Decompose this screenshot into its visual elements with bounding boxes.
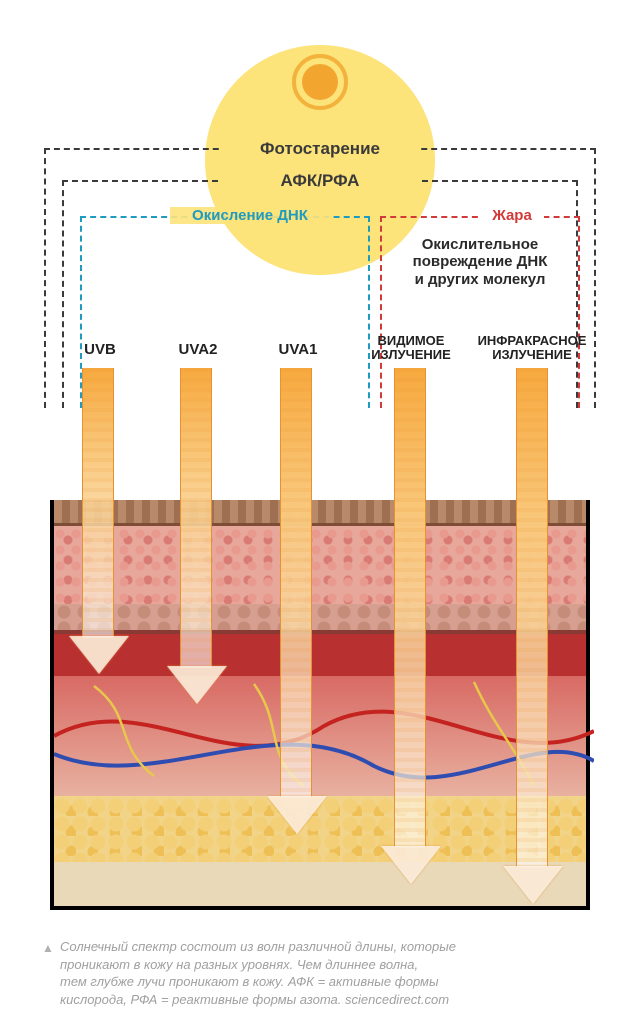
blood-vessels-icon [54, 676, 594, 796]
caption: ▲ Солнечный спектр состоит из волн разли… [60, 938, 600, 1008]
layer-basal [54, 604, 586, 634]
beam-uvb [82, 368, 114, 638]
layer-stratum-corneum [54, 500, 586, 526]
caption-text: Солнечный спектр состоит из волн различн… [60, 939, 456, 1007]
col-label-uvb: UVB [70, 342, 130, 358]
col-label-visible: ВИДИМОЕ ИЗЛУЧЕНИЕ [356, 334, 466, 361]
box-dna-oxidation [80, 216, 370, 408]
diagram-canvas: Фотостарение АФК/РФА Окисление ДНК Жара … [20, 20, 621, 1004]
beam-uva2 [180, 368, 212, 668]
beam-infrared [516, 368, 548, 868]
label-afk-rfa: АФК/РФА [220, 171, 420, 191]
layer-dermis [54, 676, 586, 796]
col-label-uva1: UVA1 [268, 342, 328, 358]
label-photoaging: Фотостарение [220, 139, 420, 159]
beam-uva1 [280, 368, 312, 798]
label-heat: Жара [480, 207, 544, 224]
col-label-infrared: ИНФРАКРАСНОЕ ИЗЛУЧЕНИЕ [470, 334, 594, 361]
layer-epidermis [54, 526, 586, 604]
skin-cross-section [50, 500, 590, 910]
beam-visible [394, 368, 426, 848]
col-label-uva2: UVA2 [168, 342, 228, 358]
caption-marker-icon: ▲ [42, 940, 54, 956]
label-dna-oxidation: Окисление ДНК [170, 207, 330, 224]
sun-core-icon [302, 64, 338, 100]
layer-papillary-dermis [54, 634, 586, 676]
label-oxidative-damage: Окислительное повреждение ДНК и других м… [382, 236, 578, 288]
